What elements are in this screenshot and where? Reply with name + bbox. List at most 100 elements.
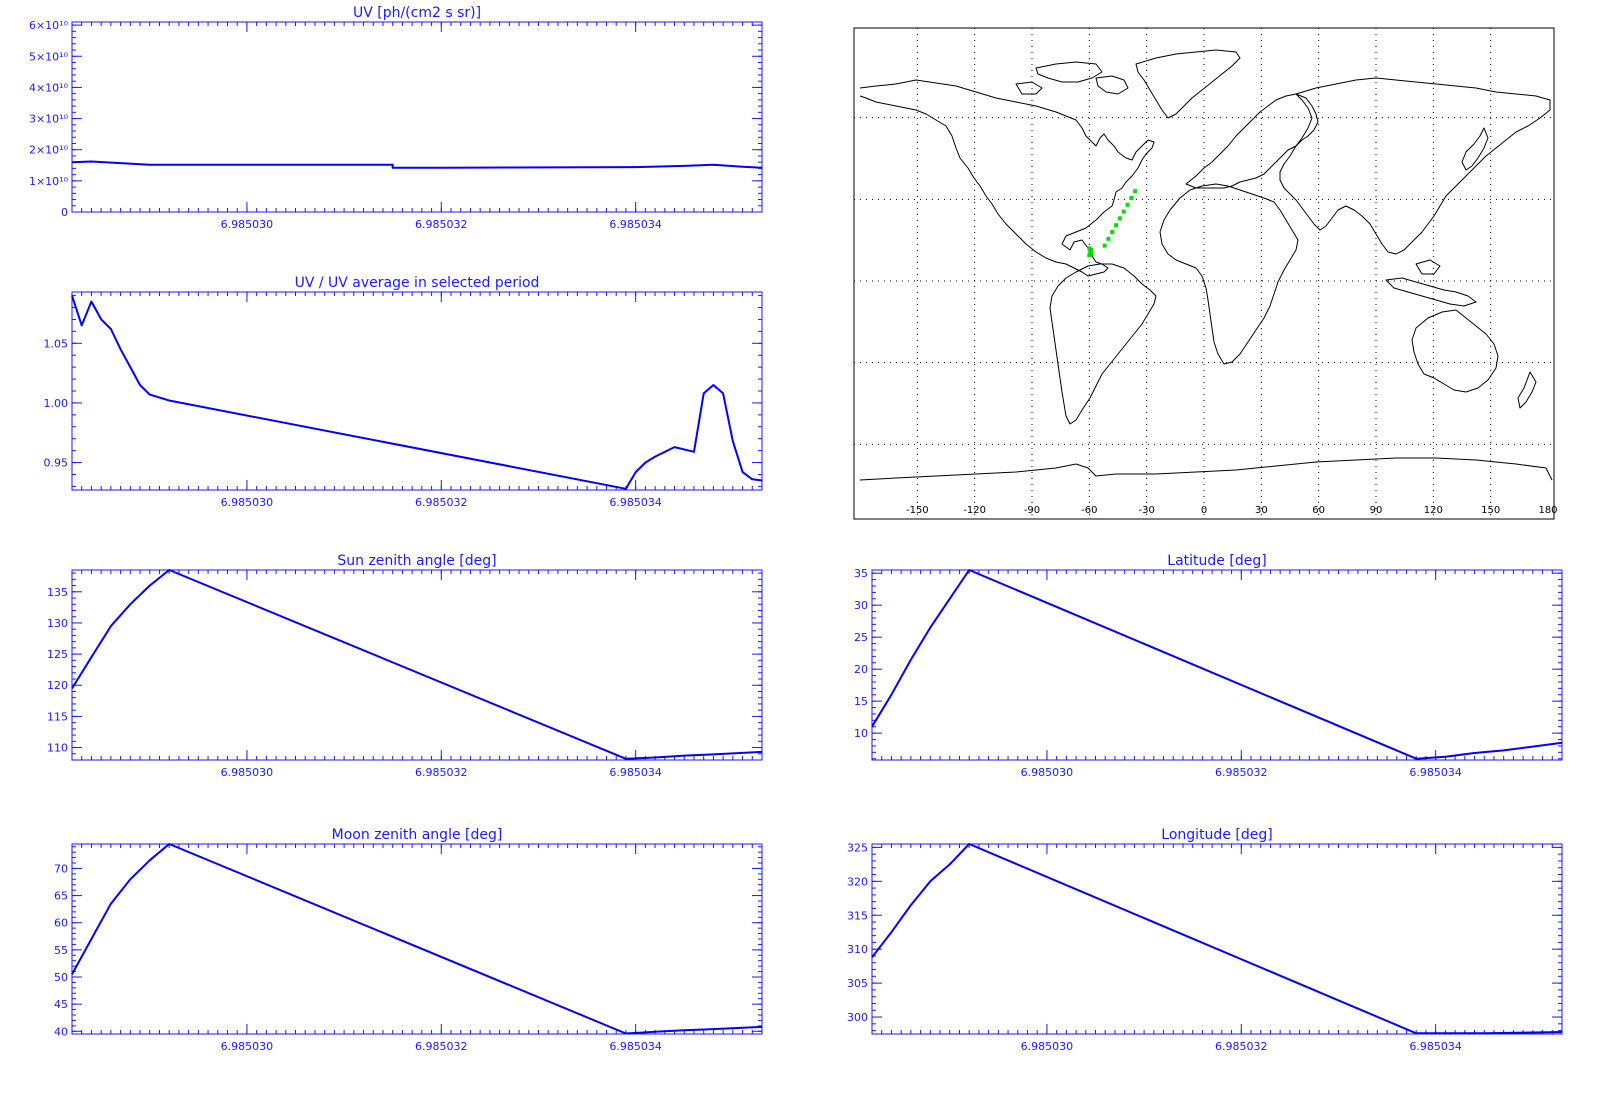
x-tick-label: 6.985034: [609, 218, 662, 231]
longitude-label: 30: [1255, 505, 1268, 516]
x-tick-label: 6.985032: [1215, 766, 1268, 779]
x-tick-label: 6.985034: [609, 766, 662, 779]
y-tick-label: 1.05: [44, 337, 69, 350]
series-line: [71, 843, 763, 1035]
y-tick-label: 300: [847, 1011, 868, 1024]
coastline-australia: [1411, 309, 1499, 393]
series-line: [871, 843, 1563, 1035]
coastline-south-america: [1049, 263, 1157, 425]
coastlines: [859, 49, 1553, 481]
chart-title: Sun zenith angle [deg]: [337, 553, 496, 569]
x-tick-label: 6.985034: [609, 496, 662, 509]
x-tick-label: 6.985030: [1021, 766, 1074, 779]
y-tick-label: 55: [54, 944, 68, 957]
y-tick-label: 130: [47, 617, 68, 630]
y-tick-label: 115: [47, 710, 68, 723]
y-tick-label: 135: [47, 586, 68, 599]
y-tick-label: 40: [54, 1025, 68, 1038]
longitude-chart: Longitude [deg] 6.985030 6.985032 6.985034 3…: [847, 827, 1563, 1053]
y-tick-label: 65: [54, 890, 68, 903]
x-tick-label: 6.985034: [1409, 766, 1462, 779]
y-tick-label: 50: [54, 971, 68, 984]
series-line: [871, 569, 1563, 760]
y-tick-label: 3×10¹⁰: [29, 113, 69, 126]
x-tick-label: 6.985032: [415, 218, 468, 231]
world-map: -150 -120 -90 -60 -30 0 30 60 90 120 150 180: [853, 27, 1558, 520]
y-tick-label: 6×10¹⁰: [29, 19, 69, 32]
longitude-label: 0: [1201, 505, 1207, 516]
x-tick-label: 6.985032: [415, 496, 468, 509]
map-frame: [853, 27, 1555, 520]
y-tick-label: 310: [847, 943, 868, 956]
series-line: [71, 569, 763, 760]
y-tick-label: 35: [854, 567, 868, 580]
chart-title: Moon zenith angle [deg]: [332, 827, 503, 843]
coastline-north-america: [859, 79, 1155, 277]
chart-title: UV [ph/(cm2 s sr)]: [353, 5, 481, 21]
track-point: [1117, 216, 1122, 221]
track-point: [1089, 251, 1094, 256]
chart-title: Longitude [deg]: [1161, 827, 1272, 843]
plot-frame: [871, 843, 1563, 1035]
y-tick-label: 25: [854, 631, 868, 644]
series-line: [71, 295, 763, 490]
plot-frame: [71, 569, 763, 761]
longitude-tick-labels: -150 -120 -90 -60 -30 0 30 60 90 120 150 180: [906, 505, 1558, 516]
coastline-asia: [1279, 77, 1551, 255]
y-tick-label: 325: [847, 841, 868, 854]
track-point: [1106, 236, 1111, 241]
x-tick-label: 6.985032: [415, 1040, 468, 1053]
coastline-europe: [1185, 93, 1319, 189]
track-point: [1087, 246, 1092, 251]
longitude-label: -150: [906, 505, 929, 516]
y-tick-label: 1.00: [44, 397, 69, 410]
x-tick-label: 6.985032: [415, 766, 468, 779]
plot-frame: [871, 569, 1563, 761]
y-tick-label: 10: [854, 727, 868, 740]
x-tick-label: 6.985030: [221, 766, 274, 779]
sun-zenith-chart: Sun zenith angle [deg] 6.985030 6.985032 6.…: [47, 553, 763, 779]
x-tick-label: 6.985030: [221, 1040, 274, 1053]
longitude-label: -120: [963, 505, 986, 516]
plot-frame: [71, 291, 763, 491]
track-point: [1102, 243, 1107, 248]
longitude-label: 150: [1481, 505, 1500, 516]
track-point: [1121, 209, 1126, 214]
y-tick-label: 0.95: [44, 457, 69, 470]
track-point: [1129, 195, 1134, 200]
coastline-new-zealand: [1517, 371, 1537, 409]
coastline-japan: [1461, 127, 1489, 171]
x-tick-label: 6.985030: [221, 496, 274, 509]
longitude-label: -60: [1081, 505, 1097, 516]
chart-title: Latitude [deg]: [1167, 553, 1266, 569]
x-tick-label: 6.985030: [1021, 1040, 1074, 1053]
y-tick-label: 305: [847, 977, 868, 990]
y-tick-label: 5×10¹⁰: [29, 50, 69, 63]
x-tick-label: 6.985030: [221, 218, 274, 231]
y-tick-label: 15: [854, 695, 868, 708]
uv-ratio-chart: UV / UV average in selected period 6.9850…: [44, 275, 763, 509]
y-tick-label: 110: [47, 742, 68, 755]
track-point: [1110, 230, 1115, 234]
y-tick-label: 45: [54, 998, 68, 1011]
longitude-label: -30: [1138, 505, 1154, 516]
x-tick-label: 6.985034: [1409, 1040, 1462, 1053]
satellite-track: [1087, 189, 1138, 258]
plot-frame: [71, 21, 763, 213]
track-point: [1133, 189, 1138, 194]
series-line: [71, 160, 763, 169]
moon-zenith-chart: Moon zenith angle [deg] 6.985030 6.985032 6…: [54, 827, 763, 1053]
longitude-label: 60: [1312, 505, 1325, 516]
longitude-label: 120: [1424, 505, 1443, 516]
plot-frame: [71, 843, 763, 1035]
coastline-antarctica: [859, 457, 1553, 481]
y-tick-label: 0: [61, 206, 68, 219]
y-tick-label: 120: [47, 679, 68, 692]
y-tick-label: 30: [854, 599, 868, 612]
x-tick-label: 6.985032: [1215, 1040, 1268, 1053]
coastline-greenland: [1135, 49, 1241, 119]
coastline-africa: [1159, 183, 1299, 365]
y-tick-label: 20: [854, 663, 868, 676]
y-tick-label: 2×10¹⁰: [29, 144, 69, 157]
longitude-label: 90: [1370, 505, 1383, 516]
